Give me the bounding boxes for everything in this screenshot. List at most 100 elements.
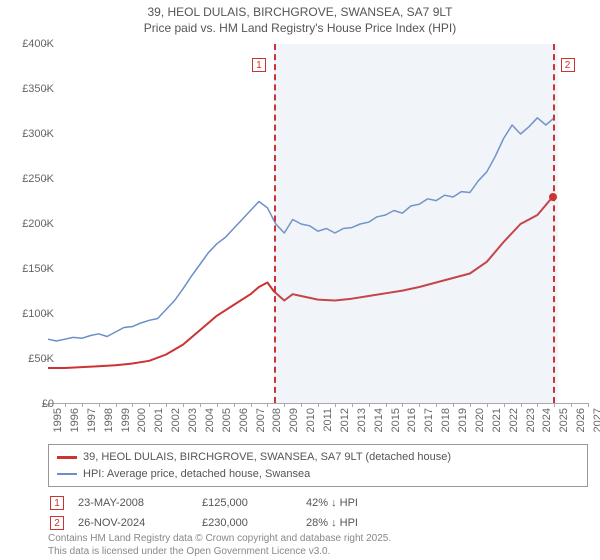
xtick-label: 2015 xyxy=(390,408,402,432)
xtick-label: 1996 xyxy=(69,408,81,432)
xtick-mark xyxy=(521,403,522,407)
xtick-label: 2026 xyxy=(575,408,587,432)
xtick-label: 2025 xyxy=(558,408,570,432)
xtick-label: 2017 xyxy=(423,408,435,432)
xtick-mark xyxy=(487,403,488,407)
xtick-mark xyxy=(335,403,336,407)
legend-row-price-paid: 39, HEOL DULAIS, BIRCHGROVE, SWANSEA, SA… xyxy=(57,449,579,466)
xtick-mark xyxy=(554,403,555,407)
legend-series-box: 39, HEOL DULAIS, BIRCHGROVE, SWANSEA, SA… xyxy=(48,444,588,487)
legend-label-hpi: HPI: Average price, detached house, Swan… xyxy=(83,466,310,483)
footer-attribution: Contains HM Land Registry data © Crown c… xyxy=(48,532,391,558)
chart-shade-band xyxy=(274,44,558,403)
transaction-row: 226-NOV-2024£230,00028% ↓ HPI xyxy=(48,513,588,533)
xtick-mark xyxy=(352,403,353,407)
xtick-mark xyxy=(183,403,184,407)
legend-swatch-hpi xyxy=(57,473,77,475)
marker-box: 1 xyxy=(252,58,266,72)
xtick-mark xyxy=(402,403,403,407)
xtick-label: 2006 xyxy=(238,408,250,432)
xtick-mark xyxy=(132,403,133,407)
transaction-delta: 28% ↓ HPI xyxy=(306,517,416,529)
xtick-mark xyxy=(588,403,589,407)
xtick-mark xyxy=(116,403,117,407)
xtick-label: 2021 xyxy=(491,408,503,432)
title-block: 39, HEOL DULAIS, BIRCHGROVE, SWANSEA, SA… xyxy=(0,0,600,38)
footer-line2: This data is licensed under the Open Gov… xyxy=(48,545,391,558)
xtick-label: 2005 xyxy=(221,408,233,432)
xtick-label: 2019 xyxy=(457,408,469,432)
transaction-delta: 42% ↓ HPI xyxy=(306,497,416,509)
xtick-label: 1997 xyxy=(86,408,98,432)
xtick-label: 2012 xyxy=(339,408,351,432)
xtick-label: 2010 xyxy=(305,408,317,432)
xtick-mark xyxy=(537,403,538,407)
xtick-mark xyxy=(149,403,150,407)
xtick-label: 2016 xyxy=(406,408,418,432)
xtick-label: 2009 xyxy=(288,408,300,432)
xtick-label: 2003 xyxy=(187,408,199,432)
transactions-table: 1 23-MAY-2008 £125,000 42% ↓ HPI 2 26-NOV-202… xyxy=(48,493,588,533)
xtick-label: 2020 xyxy=(474,408,486,432)
legend-swatch-price-paid xyxy=(57,456,77,459)
chart-plot-area: 1995199619971998199920002001200220032004… xyxy=(48,44,588,404)
xtick-label: 2013 xyxy=(356,408,368,432)
xtick-label: 2011 xyxy=(322,408,334,432)
ytick-label: £150K xyxy=(10,263,54,275)
xtick-label: 2018 xyxy=(440,408,452,432)
xtick-mark xyxy=(200,403,201,407)
xtick-mark xyxy=(419,403,420,407)
transaction-marker: 2 xyxy=(50,516,64,530)
marker-line xyxy=(274,44,276,403)
xtick-mark xyxy=(470,403,471,407)
xtick-label: 2004 xyxy=(204,408,216,432)
xtick-label: 1995 xyxy=(52,408,64,432)
marker-box: 2 xyxy=(561,58,575,72)
title-address: 39, HEOL DULAIS, BIRCHGROVE, SWANSEA, SA… xyxy=(0,4,600,20)
legend-row-hpi: HPI: Average price, detached house, Swan… xyxy=(57,466,579,483)
xtick-label: 2014 xyxy=(373,408,385,432)
xtick-label: 2027 xyxy=(592,408,600,432)
legend-label-price-paid: 39, HEOL DULAIS, BIRCHGROVE, SWANSEA, SA… xyxy=(83,449,451,466)
xtick-mark xyxy=(318,403,319,407)
ytick-label: £50K xyxy=(10,353,54,365)
transaction-date: 26-NOV-2024 xyxy=(78,517,188,529)
footer-line1: Contains HM Land Registry data © Crown c… xyxy=(48,532,391,545)
xtick-mark xyxy=(166,403,167,407)
marker-line xyxy=(553,44,555,403)
xtick-label: 2008 xyxy=(271,408,283,432)
xtick-mark xyxy=(369,403,370,407)
xtick-mark xyxy=(453,403,454,407)
xtick-mark xyxy=(99,403,100,407)
xtick-label: 2007 xyxy=(255,408,267,432)
transaction-marker: 1 xyxy=(50,496,64,510)
xtick-mark xyxy=(82,403,83,407)
transaction-row: 1 23-MAY-2008 £125,000 42% ↓ HPI xyxy=(48,493,588,513)
xtick-label: 2022 xyxy=(508,408,520,432)
xtick-mark xyxy=(301,403,302,407)
ytick-label: £200K xyxy=(10,218,54,230)
transaction-price: £125,000 xyxy=(202,497,292,509)
ytick-label: £100K xyxy=(10,308,54,320)
legend-block: 39, HEOL DULAIS, BIRCHGROVE, SWANSEA, SA… xyxy=(48,444,588,533)
xtick-label: 1998 xyxy=(103,408,115,432)
xtick-mark xyxy=(234,403,235,407)
xtick-label: 2000 xyxy=(136,408,148,432)
transaction-date: 23-MAY-2008 xyxy=(78,497,188,509)
xtick-label: 1999 xyxy=(120,408,132,432)
xtick-mark xyxy=(217,403,218,407)
ytick-label: £300K xyxy=(10,128,54,140)
xtick-mark xyxy=(267,403,268,407)
xtick-mark xyxy=(65,403,66,407)
series-end-marker xyxy=(549,193,557,201)
xtick-label: 2024 xyxy=(541,408,553,432)
chart-container: 39, HEOL DULAIS, BIRCHGROVE, SWANSEA, SA… xyxy=(0,0,600,560)
xtick-label: 2001 xyxy=(153,408,165,432)
ytick-label: £0 xyxy=(10,398,54,410)
ytick-label: £250K xyxy=(10,173,54,185)
xtick-label: 2023 xyxy=(525,408,537,432)
xtick-mark xyxy=(571,403,572,407)
xtick-label: 2002 xyxy=(170,408,182,432)
title-subtitle: Price paid vs. HM Land Registry's House … xyxy=(0,20,600,36)
xtick-mark xyxy=(251,403,252,407)
